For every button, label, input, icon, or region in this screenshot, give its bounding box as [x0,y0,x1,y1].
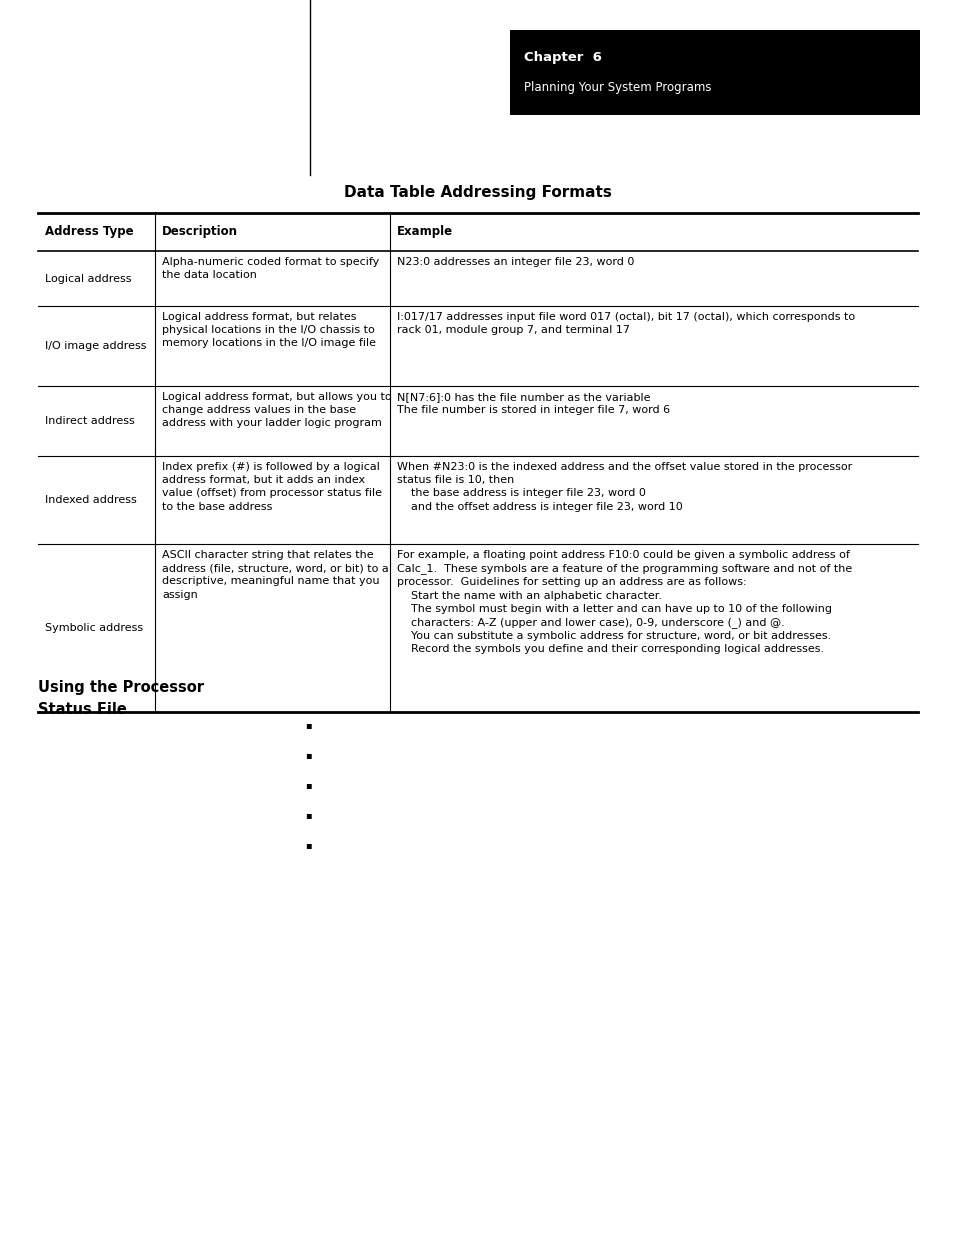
Text: ▪: ▪ [305,750,312,760]
Text: Planning Your System Programs: Planning Your System Programs [523,82,711,95]
Text: Description: Description [162,226,237,238]
Text: Using the Processor: Using the Processor [38,680,204,695]
Text: N23:0 addresses an integer file 23, word 0: N23:0 addresses an integer file 23, word… [396,257,634,267]
Text: Logical address: Logical address [45,273,132,284]
Text: N[N7:6]:0 has the file number as the variable
The file number is stored in integ: N[N7:6]:0 has the file number as the var… [396,391,669,415]
Text: Address Type: Address Type [45,226,133,238]
Text: ASCII character string that relates the
address (file, structure, word, or bit) : ASCII character string that relates the … [162,550,388,600]
Text: Symbolic address: Symbolic address [45,622,143,634]
Text: When #N23:0 is the indexed address and the offset value stored in the processor
: When #N23:0 is the indexed address and t… [396,462,851,511]
Text: Alpha-numeric coded format to specify
the data location: Alpha-numeric coded format to specify th… [162,257,379,280]
Text: ▪: ▪ [305,810,312,820]
Text: Example: Example [396,226,453,238]
Text: Indirect address: Indirect address [45,416,134,426]
Text: For example, a floating point address F10:0 could be given a symbolic address of: For example, a floating point address F1… [396,550,851,655]
Text: Chapter  6: Chapter 6 [523,52,601,64]
Bar [510,30,919,115]
Text: ▪: ▪ [305,840,312,850]
Text: Logical address format, but allows you to
change address values in the base
addr: Logical address format, but allows you t… [162,391,392,429]
Text: Data Table Addressing Formats: Data Table Addressing Formats [344,185,611,200]
Text: Indexed address: Indexed address [45,495,136,505]
Text: I/O image address: I/O image address [45,341,147,351]
Text: I:017/17 addresses input file word 017 (octal), bit 17 (octal), which correspond: I:017/17 addresses input file word 017 (… [396,312,854,335]
Text: Status File: Status File [38,701,127,718]
Text: Logical address format, but relates
physical locations in the I/O chassis to
mem: Logical address format, but relates phys… [162,312,375,348]
Text: ▪: ▪ [305,720,312,730]
Text: Index prefix (#) is followed by a logical
address format, but it adds an index
v: Index prefix (#) is followed by a logica… [162,462,381,511]
Text: ▪: ▪ [305,781,312,790]
